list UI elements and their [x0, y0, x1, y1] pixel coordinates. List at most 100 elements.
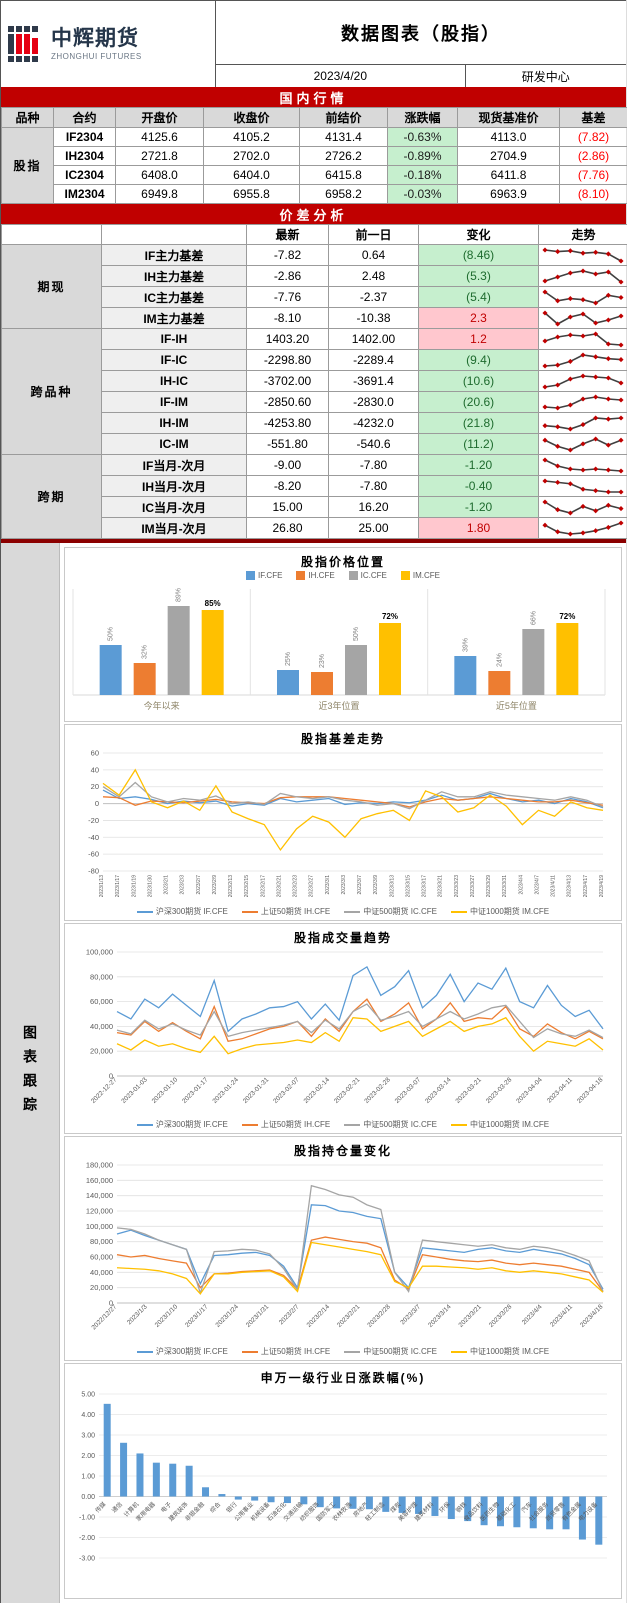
- spread-prev-cell: -2830.0: [329, 392, 419, 413]
- spread-trend-cell: [539, 350, 627, 371]
- legend-label: 中证500期货 IC.CFE: [363, 1119, 437, 1130]
- spread-change-cell: (10.6): [419, 371, 539, 392]
- market-column-header: 收盘价: [204, 108, 300, 128]
- spread-prev-cell: -7.80: [329, 455, 419, 476]
- svg-text:通信: 通信: [110, 1500, 124, 1514]
- legend-label: IC.CFE: [361, 571, 387, 580]
- svg-text:2023/3/3: 2023/3/3: [341, 875, 347, 895]
- svg-text:2023/3/28: 2023/3/28: [488, 1303, 514, 1329]
- svg-text:2023/1/19: 2023/1/19: [131, 875, 137, 897]
- trend-sparkline: [541, 351, 625, 370]
- prev-settle-cell: 6958.2: [300, 185, 388, 204]
- legend-swatch: [137, 1124, 153, 1126]
- svg-text:2023/3/27: 2023/3/27: [470, 875, 476, 897]
- svg-text:2023/1/30: 2023/1/30: [147, 875, 153, 897]
- legend-label: IF.CFE: [258, 571, 282, 580]
- legend-label: 上证50期货 IH.CFE: [261, 1119, 330, 1130]
- spread-prev-cell: -10.38: [329, 308, 419, 329]
- spread-change-cell: 1.2: [419, 329, 539, 350]
- legend-label: 中证1000期货 IM.CFE: [470, 1119, 549, 1130]
- svg-text:120,000: 120,000: [86, 1207, 113, 1216]
- spread-change-cell: 1.80: [419, 518, 539, 539]
- legend-swatch: [137, 1351, 153, 1353]
- legend-item: 沪深300期货 IF.CFE: [137, 1119, 228, 1130]
- spread-latest-cell: -2.86: [247, 266, 329, 287]
- svg-text:5.00: 5.00: [81, 1392, 95, 1399]
- spread-latest-cell: -7.82: [247, 245, 329, 266]
- svg-text:80,000: 80,000: [90, 1237, 113, 1246]
- legend-item: 沪深300期货 IF.CFE: [137, 1346, 228, 1357]
- svg-text:2023/4/17: 2023/4/17: [583, 875, 589, 897]
- spread-latest-cell: 1403.20: [247, 329, 329, 350]
- legend-item: IC.CFE: [349, 571, 387, 580]
- spread-prev-cell: -2289.4: [329, 350, 419, 371]
- spot-benchmark-cell: 2704.9: [458, 147, 560, 166]
- svg-text:2023-02-07: 2023-02-07: [272, 1076, 301, 1105]
- svg-text:180,000: 180,000: [86, 1161, 113, 1170]
- legend-item: 中证1000期货 IM.CFE: [451, 1119, 549, 1130]
- spread-column-header: 前一日: [329, 225, 419, 245]
- trend-sparkline: [541, 288, 625, 307]
- header-sub-row: 2023/4/20 研发中心: [216, 65, 626, 87]
- change-pct-cell: -0.03%: [388, 185, 458, 204]
- trend-sparkline: [541, 456, 625, 475]
- spread-change-cell: (9.4): [419, 350, 539, 371]
- chart-volume-trend-plot: 100,00080,00060,00040,00020,00002022-12-…: [65, 946, 613, 1118]
- spread-change-cell: -1.20: [419, 455, 539, 476]
- svg-text:40,000: 40,000: [90, 1268, 113, 1277]
- svg-text:100,000: 100,000: [86, 948, 113, 957]
- spread-trend-cell: [539, 329, 627, 350]
- prev-settle-cell: 6415.8: [300, 166, 388, 185]
- svg-text:-2.00: -2.00: [79, 1535, 95, 1542]
- svg-text:综合: 综合: [208, 1500, 222, 1514]
- dept-label: 研发中心: [466, 65, 626, 87]
- svg-text:2023/2/21: 2023/2/21: [276, 875, 282, 897]
- brand-logo-icon: [7, 25, 45, 63]
- svg-text:23%: 23%: [319, 654, 326, 668]
- svg-text:2023/3/21: 2023/3/21: [438, 875, 444, 897]
- trend-sparkline: [541, 519, 625, 538]
- spread-prev-cell: 2.48: [329, 266, 419, 287]
- chart-title: 股指基差走势: [65, 725, 621, 747]
- spread-latest-cell: -3702.00: [247, 371, 329, 392]
- section-banner-market: 国内行情: [1, 87, 626, 107]
- spread-latest-cell: -4253.80: [247, 413, 329, 434]
- basis-cell: (7.82): [560, 128, 627, 147]
- trend-sparkline: [541, 393, 625, 412]
- svg-text:2023/2/3: 2023/2/3: [180, 875, 186, 895]
- spread-group-label: 跨期: [2, 455, 102, 539]
- svg-text:-1.00: -1.00: [79, 1515, 95, 1522]
- chart-title: 股指价格位置: [65, 548, 621, 570]
- legend-label: 中证500期货 IC.CFE: [363, 1346, 437, 1357]
- spread-change-cell: (5.4): [419, 287, 539, 308]
- contract-cell: IM2304: [54, 185, 116, 204]
- spread-trend-cell: [539, 245, 627, 266]
- spread-change-cell: 2.3: [419, 308, 539, 329]
- svg-text:20,000: 20,000: [90, 1047, 113, 1056]
- spot-benchmark-cell: 6411.8: [458, 166, 560, 185]
- svg-text:2023/2/14: 2023/2/14: [306, 1303, 332, 1329]
- basis-cell: (8.10): [560, 185, 627, 204]
- legend-item: 中证1000期货 IM.CFE: [451, 906, 549, 917]
- open-price-cell: 6949.8: [116, 185, 204, 204]
- svg-text:24%: 24%: [496, 653, 503, 667]
- spot-benchmark-cell: 6963.9: [458, 185, 560, 204]
- svg-text:2023/1/10: 2023/1/10: [154, 1303, 180, 1329]
- legend-swatch: [246, 571, 255, 580]
- legend-swatch: [344, 1124, 360, 1126]
- spread-change-cell: (5.3): [419, 266, 539, 287]
- prev-settle-cell: 4131.4: [300, 128, 388, 147]
- contract-cell: IH2304: [54, 147, 116, 166]
- svg-text:2023-04-04: 2023-04-04: [515, 1076, 544, 1105]
- svg-text:2023/1/31: 2023/1/31: [245, 1303, 271, 1329]
- svg-text:2023/1/17: 2023/1/17: [115, 875, 121, 897]
- spread-group-label: 跨品种: [2, 329, 102, 455]
- legend-label: 上证50期货 IH.CFE: [261, 1346, 330, 1357]
- legend-item: IH.CFE: [296, 571, 334, 580]
- svg-text:4.00: 4.00: [81, 1412, 95, 1419]
- contract-cell: IF2304: [54, 128, 116, 147]
- legend-swatch: [242, 1124, 258, 1126]
